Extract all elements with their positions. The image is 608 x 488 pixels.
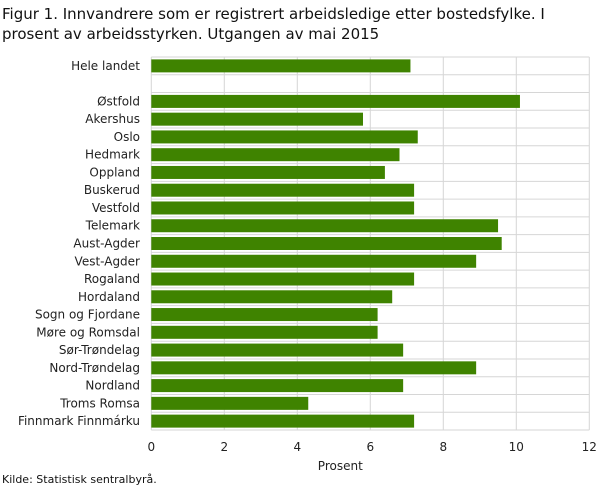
category-label: Oslo xyxy=(114,130,140,144)
category-label: Nord-Trøndelag xyxy=(49,361,140,375)
bar xyxy=(151,325,378,339)
category-label: Hele landet xyxy=(71,59,140,73)
bar xyxy=(151,183,415,197)
source-note: Kilde: Statistisk sentralbyrå. xyxy=(2,473,157,486)
bar xyxy=(151,201,415,215)
bar xyxy=(151,165,385,179)
category-label: Hordaland xyxy=(78,290,140,304)
category-label: Buskerud xyxy=(84,183,140,197)
category-label: Sør-Trøndelag xyxy=(59,343,140,357)
bar xyxy=(151,379,404,393)
category-label: Oppland xyxy=(89,165,140,179)
bar xyxy=(151,254,477,268)
bar xyxy=(151,396,309,410)
x-tick-label: 2 xyxy=(220,440,228,454)
category-label: Hedmark xyxy=(85,148,140,162)
x-tick-label: 6 xyxy=(366,440,374,454)
bar xyxy=(151,237,502,250)
x-tick-label: 0 xyxy=(147,440,155,454)
bar xyxy=(151,94,520,108)
category-label: Rogaland xyxy=(84,272,140,286)
bar xyxy=(151,272,415,286)
category-label: Aust-Agder xyxy=(73,237,140,251)
bar xyxy=(151,361,477,375)
x-tick-label: 8 xyxy=(439,440,447,454)
category-label: Telemark xyxy=(85,219,140,233)
chart-title: Figur 1. Innvandrere som er registrert a… xyxy=(2,5,545,43)
category-label: Nordland xyxy=(85,379,140,393)
category-label: Vest-Agder xyxy=(75,254,141,268)
category-label: Finnmark Finnmárku xyxy=(18,414,140,428)
x-tick-label: 10 xyxy=(509,440,524,454)
category-label: Østfold xyxy=(97,94,140,108)
x-tick-label: 12 xyxy=(582,440,597,454)
x-tick-label: 4 xyxy=(293,440,301,454)
category-label: Møre og Romsdal xyxy=(36,325,140,339)
category-label: Vestfold xyxy=(92,201,140,215)
x-axis-label: Prosent xyxy=(318,459,363,473)
category-label: Akershus xyxy=(85,112,140,126)
bar xyxy=(151,148,400,162)
bar xyxy=(151,343,404,357)
bar xyxy=(151,308,378,322)
bar xyxy=(151,219,499,233)
bar xyxy=(151,290,393,304)
category-label: Sogn og Fjordane xyxy=(35,308,140,322)
bar xyxy=(151,130,418,144)
category-label: Troms Romsa xyxy=(59,396,140,410)
bar xyxy=(151,112,363,126)
bar xyxy=(151,414,415,428)
bar xyxy=(151,59,411,73)
